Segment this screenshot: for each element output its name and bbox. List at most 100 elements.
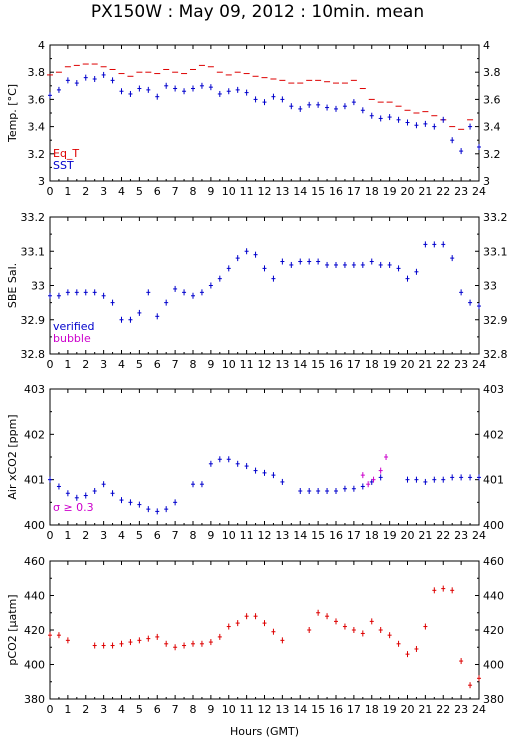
data-point — [378, 261, 383, 268]
x-tick-label: 12 — [258, 529, 272, 542]
x-tick-label: 13 — [275, 185, 289, 198]
y-tick-label-left: 440 — [24, 590, 45, 603]
x-tick-label: 22 — [436, 703, 450, 716]
data-point — [334, 618, 338, 625]
data-point — [217, 90, 222, 97]
y-tick-label-right: 32.9 — [483, 314, 508, 327]
x-tick-label: 7 — [172, 703, 179, 716]
data-point — [137, 501, 142, 508]
x-tick-label: 15 — [311, 703, 325, 716]
data-point — [477, 303, 481, 310]
x-tick-label: 8 — [190, 185, 197, 198]
data-point — [164, 640, 169, 647]
x-tick-label: 21 — [418, 358, 432, 371]
y-tick-label-left: 402 — [24, 428, 45, 441]
data-point — [253, 96, 258, 103]
data-point — [217, 456, 222, 463]
x-tick-label: 0 — [47, 529, 54, 542]
data-point — [56, 86, 61, 93]
x-tick-label: 23 — [454, 358, 468, 371]
data-point — [342, 485, 347, 492]
data-point — [110, 77, 115, 84]
data-point — [432, 476, 437, 483]
data-point — [450, 587, 455, 594]
data-point — [146, 86, 151, 93]
data-point — [334, 488, 338, 494]
data-point — [477, 144, 481, 150]
x-tick-label: 17 — [347, 529, 361, 542]
data-point — [262, 99, 267, 106]
data-point — [396, 265, 401, 272]
data-point — [360, 483, 365, 490]
data-point — [253, 613, 258, 620]
x-tick-label: 3 — [100, 185, 107, 198]
x-tick-label: 21 — [418, 185, 432, 198]
data-point — [74, 289, 79, 296]
data-point — [235, 255, 240, 262]
y-tick-label-left: 3.6 — [28, 93, 46, 106]
panel-3: 0 1 2 3 4 5 6 7 8 9 10 11 12 13 14 15 16 17 18 19 20 21 22 23 24… — [6, 383, 504, 542]
x-tick-label: 19 — [383, 703, 397, 716]
x-tick-label: 18 — [365, 358, 379, 371]
data-point — [387, 632, 392, 639]
data-point — [307, 101, 312, 108]
data-point — [191, 85, 195, 92]
data-point — [83, 289, 88, 296]
y-tick-label-left: 401 — [24, 474, 45, 487]
x-tick-label: 24 — [472, 529, 486, 542]
y-tick-label-right: 4 — [483, 39, 490, 52]
data-point — [217, 275, 222, 282]
y-tick-label-right: 3.2 — [483, 148, 501, 161]
data-point — [119, 640, 124, 647]
data-point — [325, 104, 330, 111]
data-point — [217, 633, 222, 640]
data-point — [459, 658, 464, 665]
data-point — [405, 476, 410, 483]
data-point — [414, 645, 419, 652]
y-tick-label-right: 420 — [483, 624, 504, 637]
data-point — [360, 472, 365, 479]
data-point — [101, 71, 106, 78]
data-point — [83, 492, 88, 499]
data-point — [387, 261, 392, 268]
y-tick-label-left: 420 — [24, 624, 45, 637]
data-point — [459, 474, 464, 481]
data-point — [137, 637, 142, 644]
x-tick-label: 6 — [154, 529, 161, 542]
data-point — [423, 120, 428, 127]
data-point — [262, 469, 267, 476]
data-point — [366, 481, 371, 488]
data-point — [423, 478, 428, 485]
series-1 — [47, 63, 474, 130]
data-point — [351, 261, 356, 268]
x-tick-label: 24 — [472, 703, 486, 716]
x-tick-label: 13 — [275, 358, 289, 371]
data-point — [334, 261, 338, 268]
x-tick-label: 24 — [472, 185, 486, 198]
data-point — [119, 88, 124, 95]
data-point — [432, 241, 437, 248]
data-point — [316, 488, 321, 494]
data-point — [405, 651, 410, 658]
data-point — [128, 639, 133, 646]
data-point — [387, 114, 392, 121]
data-point — [235, 460, 240, 467]
x-tick-label: 16 — [329, 529, 343, 542]
data-point — [173, 644, 178, 651]
data-point — [271, 275, 276, 282]
data-point — [199, 82, 204, 89]
data-point — [378, 627, 383, 633]
data-point — [459, 289, 464, 296]
x-tick-label: 7 — [172, 185, 179, 198]
data-point — [477, 675, 481, 682]
data-point — [164, 299, 169, 306]
data-point — [441, 116, 446, 123]
data-point — [173, 85, 178, 92]
x-tick-label: 17 — [347, 358, 361, 371]
y-axis-label: Air xCO2 [ppm] — [6, 414, 19, 499]
x-tick-label: 7 — [172, 529, 179, 542]
x-tick-label: 1 — [64, 358, 71, 371]
data-point — [334, 105, 338, 112]
y-tick-label-right: 460 — [483, 555, 504, 568]
x-tick-label: 3 — [100, 529, 107, 542]
